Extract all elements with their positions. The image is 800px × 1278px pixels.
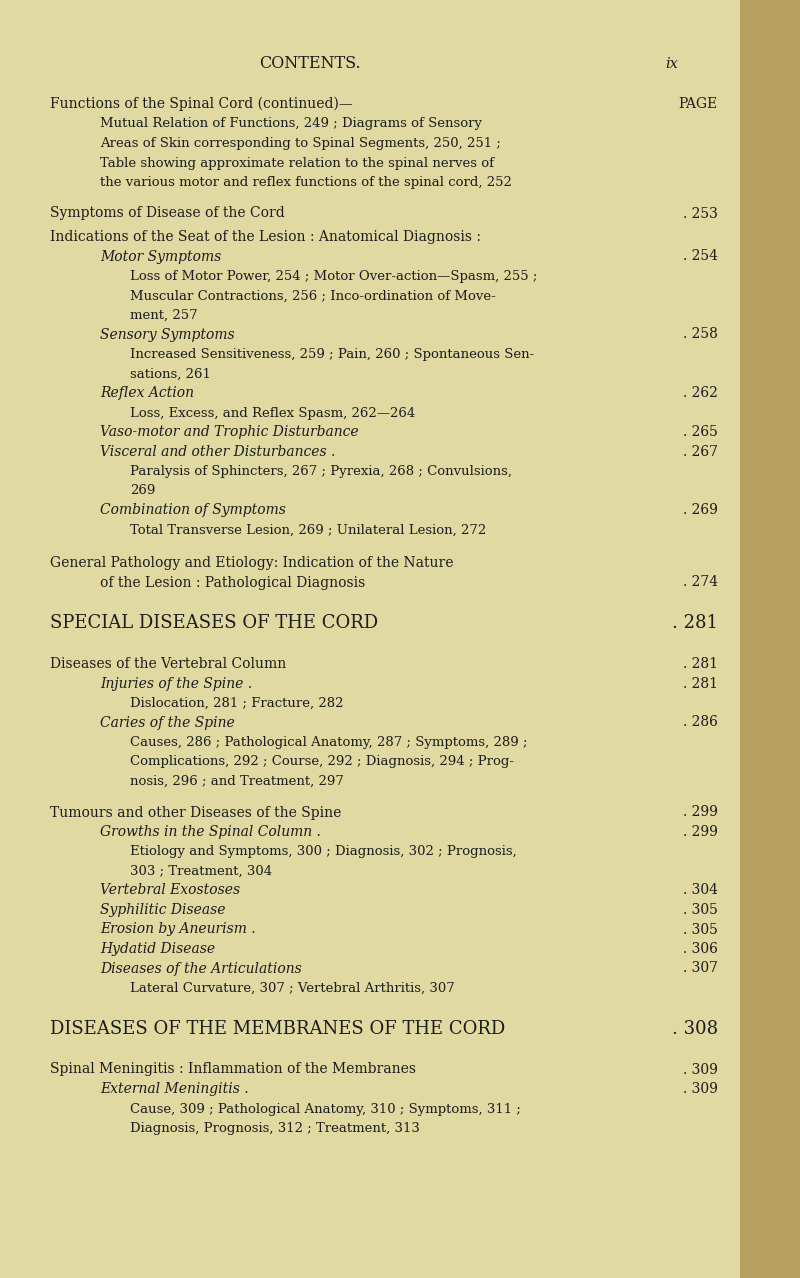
Text: Dislocation, 281 ; Fracture, 282: Dislocation, 281 ; Fracture, 282 xyxy=(130,697,343,711)
Text: . 309: . 309 xyxy=(683,1062,718,1076)
Text: Erosion by Aneurism .: Erosion by Aneurism . xyxy=(100,923,256,937)
Text: . 262: . 262 xyxy=(683,386,718,400)
Text: Caries of the Spine: Caries of the Spine xyxy=(100,716,234,730)
Text: Growths in the Spinal Column .: Growths in the Spinal Column . xyxy=(100,826,321,838)
Text: Muscular Contractions, 256 ; Inco-ordination of Move-: Muscular Contractions, 256 ; Inco-ordina… xyxy=(130,290,496,303)
Text: Areas of Skin corresponding to Spinal Segments, 250, 251 ;: Areas of Skin corresponding to Spinal Se… xyxy=(100,137,501,150)
Text: Hydatid Disease: Hydatid Disease xyxy=(100,942,215,956)
Text: DISEASES OF THE MEMBRANES OF THE CORD: DISEASES OF THE MEMBRANES OF THE CORD xyxy=(50,1020,506,1038)
Text: Causes, 286 ; Pathological Anatomy, 287 ; Symptoms, 289 ;: Causes, 286 ; Pathological Anatomy, 287 … xyxy=(130,736,527,749)
Text: Mutual Relation of Functions, 249 ; Diagrams of Sensory: Mutual Relation of Functions, 249 ; Diag… xyxy=(100,118,482,130)
Text: Diseases of the Articulations: Diseases of the Articulations xyxy=(100,961,302,975)
Text: . 253: . 253 xyxy=(683,207,718,221)
Text: Vaso-motor and Trophic Disturbance: Vaso-motor and Trophic Disturbance xyxy=(100,426,358,440)
Text: Diagnosis, Prognosis, 312 ; Treatment, 313: Diagnosis, Prognosis, 312 ; Treatment, 3… xyxy=(130,1122,420,1135)
Text: Table showing approximate relation to the spinal nerves of: Table showing approximate relation to th… xyxy=(100,156,494,170)
Text: ix: ix xyxy=(665,58,678,72)
Text: Functions of the Spinal Cord (continued)—: Functions of the Spinal Cord (continued)… xyxy=(50,97,353,111)
Text: . 305: . 305 xyxy=(683,923,718,937)
Text: External Meningitis .: External Meningitis . xyxy=(100,1082,249,1097)
Text: . 299: . 299 xyxy=(683,826,718,838)
Text: . 306: . 306 xyxy=(683,942,718,956)
Text: . 265: . 265 xyxy=(683,426,718,440)
Text: CONTENTS.: CONTENTS. xyxy=(259,55,361,72)
Text: the various motor and reflex functions of the spinal cord, 252: the various motor and reflex functions o… xyxy=(100,176,512,189)
Text: Indications of the Seat of the Lesion : Anatomical Diagnosis :: Indications of the Seat of the Lesion : … xyxy=(50,230,481,244)
Text: PAGE: PAGE xyxy=(678,97,718,111)
Text: Lateral Curvature, 307 ; Vertebral Arthritis, 307: Lateral Curvature, 307 ; Vertebral Arthr… xyxy=(130,982,454,996)
Text: . 309: . 309 xyxy=(683,1082,718,1097)
Text: . 305: . 305 xyxy=(683,904,718,918)
Text: General Pathology and Etiology: Indication of the Nature: General Pathology and Etiology: Indicati… xyxy=(50,556,454,570)
Text: Symptoms of Disease of the Cord: Symptoms of Disease of the Cord xyxy=(50,207,285,221)
Text: Etiology and Symptoms, 300 ; Diagnosis, 302 ; Prognosis,: Etiology and Symptoms, 300 ; Diagnosis, … xyxy=(130,846,517,859)
Text: Loss of Motor Power, 254 ; Motor Over-action—Spasm, 255 ;: Loss of Motor Power, 254 ; Motor Over-ac… xyxy=(130,270,538,282)
Text: . 269: . 269 xyxy=(683,504,718,518)
Text: . 299: . 299 xyxy=(683,805,718,819)
Text: Motor Symptoms: Motor Symptoms xyxy=(100,249,222,263)
Text: . 267: . 267 xyxy=(683,445,718,459)
Text: Tumours and other Diseases of the Spine: Tumours and other Diseases of the Spine xyxy=(50,805,342,819)
Text: . 281: . 281 xyxy=(683,676,718,690)
Text: . 281: . 281 xyxy=(683,657,718,671)
Bar xyxy=(740,0,800,1278)
Text: Loss, Excess, and Reflex Spasm, 262—264: Loss, Excess, and Reflex Spasm, 262—264 xyxy=(130,406,415,419)
Text: Injuries of the Spine .: Injuries of the Spine . xyxy=(100,676,252,690)
Text: of the Lesion : Pathological Diagnosis: of the Lesion : Pathological Diagnosis xyxy=(100,575,366,589)
Text: . 274: . 274 xyxy=(683,575,718,589)
Text: nosis, 296 ; and Treatment, 297: nosis, 296 ; and Treatment, 297 xyxy=(130,774,344,789)
Text: Cause, 309 ; Pathological Anatomy, 310 ; Symptoms, 311 ;: Cause, 309 ; Pathological Anatomy, 310 ;… xyxy=(130,1103,521,1116)
Text: Syphilitic Disease: Syphilitic Disease xyxy=(100,904,226,918)
Text: 269: 269 xyxy=(130,484,155,497)
Text: SPECIAL DISEASES OF THE CORD: SPECIAL DISEASES OF THE CORD xyxy=(50,613,378,633)
Text: . 307: . 307 xyxy=(683,961,718,975)
Text: . 254: . 254 xyxy=(683,249,718,263)
Text: Reflex Action: Reflex Action xyxy=(100,386,194,400)
Text: Visceral and other Disturbances .: Visceral and other Disturbances . xyxy=(100,445,335,459)
Text: . 308: . 308 xyxy=(672,1020,718,1038)
Text: ment, 257: ment, 257 xyxy=(130,309,198,322)
Text: . 286: . 286 xyxy=(683,716,718,730)
Text: Complications, 292 ; Course, 292 ; Diagnosis, 294 ; Prog-: Complications, 292 ; Course, 292 ; Diagn… xyxy=(130,755,514,768)
Text: . 304: . 304 xyxy=(683,883,718,897)
Text: . 258: . 258 xyxy=(683,327,718,341)
Text: Vertebral Exostoses: Vertebral Exostoses xyxy=(100,883,240,897)
Text: Sensory Symptoms: Sensory Symptoms xyxy=(100,327,234,341)
Text: Total Transverse Lesion, 269 ; Unilateral Lesion, 272: Total Transverse Lesion, 269 ; Unilatera… xyxy=(130,524,486,537)
Text: Paralysis of Sphincters, 267 ; Pyrexia, 268 ; Convulsions,: Paralysis of Sphincters, 267 ; Pyrexia, … xyxy=(130,465,512,478)
Text: Diseases of the Vertebral Column: Diseases of the Vertebral Column xyxy=(50,657,286,671)
Text: Increased Sensitiveness, 259 ; Pain, 260 ; Spontaneous Sen-: Increased Sensitiveness, 259 ; Pain, 260… xyxy=(130,348,534,360)
Text: 303 ; Treatment, 304: 303 ; Treatment, 304 xyxy=(130,865,272,878)
Text: . 281: . 281 xyxy=(672,613,718,633)
Text: Spinal Meningitis : Inflammation of the Membranes: Spinal Meningitis : Inflammation of the … xyxy=(50,1062,416,1076)
Text: Combination of Symptoms: Combination of Symptoms xyxy=(100,504,286,518)
Text: sations, 261: sations, 261 xyxy=(130,368,211,381)
